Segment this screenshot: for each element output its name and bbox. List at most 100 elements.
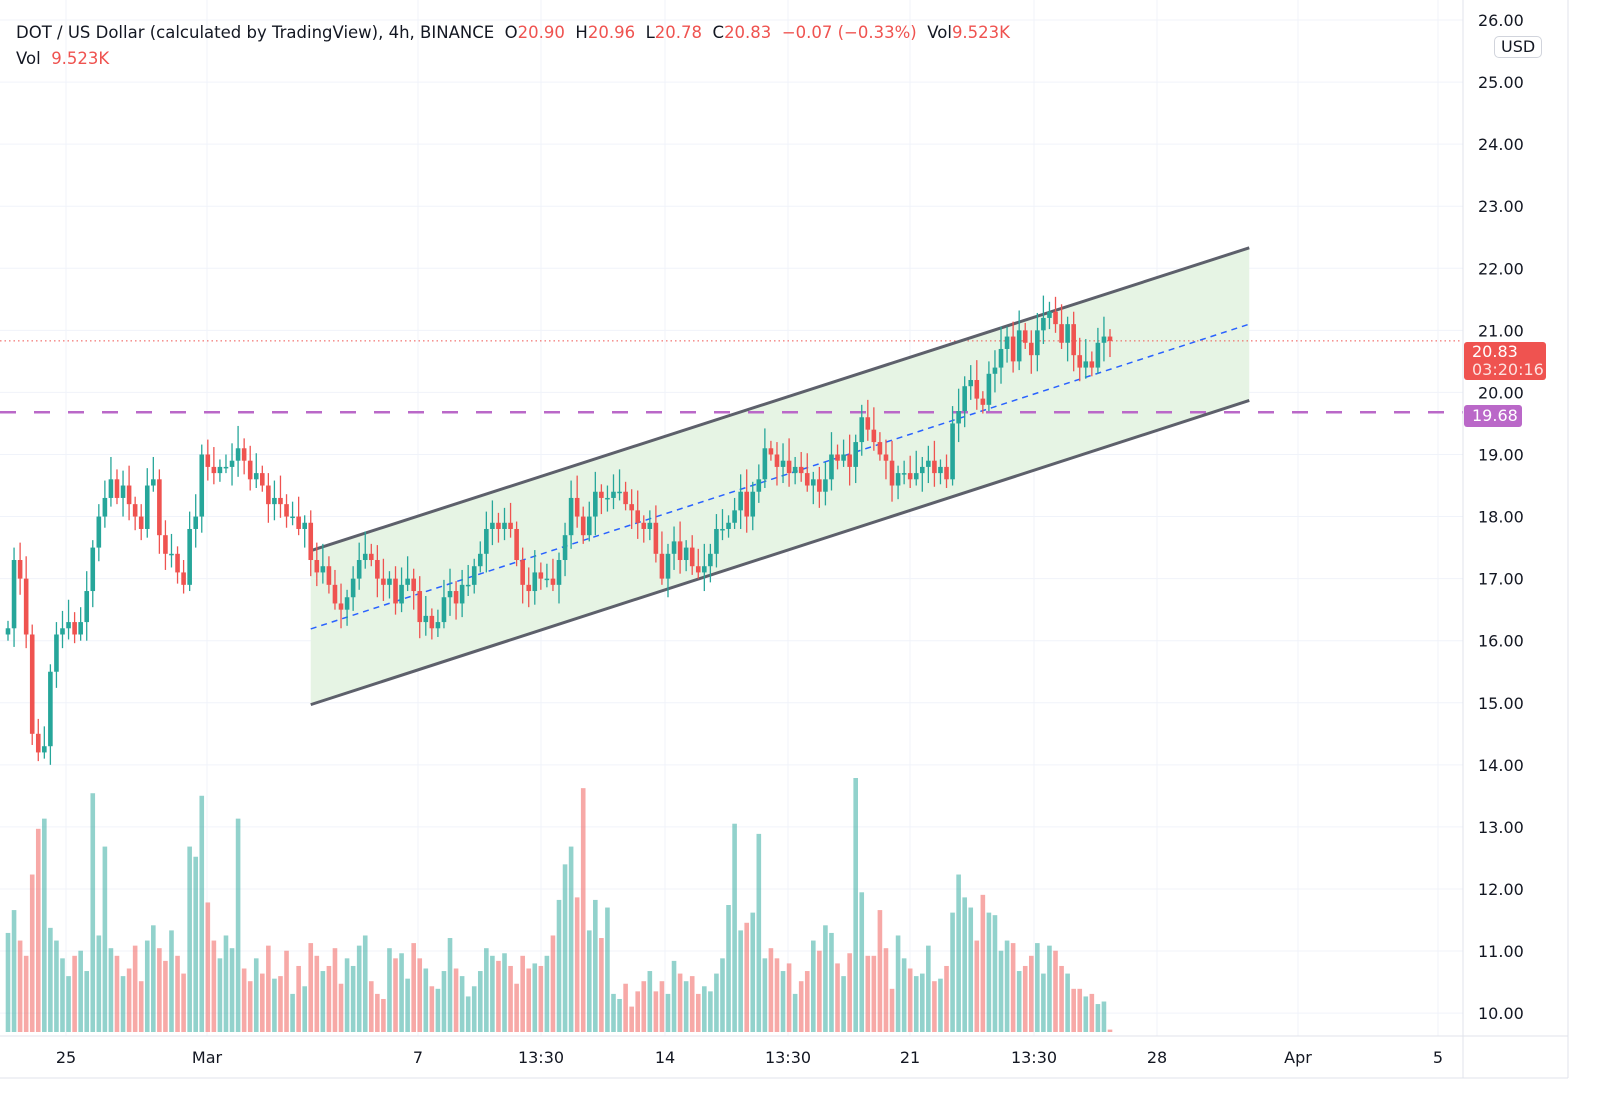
volume-bar	[1041, 973, 1046, 1032]
volume-bar	[629, 1006, 634, 1032]
volume-bar	[956, 874, 961, 1032]
volume-bar	[792, 993, 798, 1032]
candle	[593, 471, 598, 536]
candle-body	[635, 510, 641, 523]
price-tick-label: 20.00	[1478, 383, 1524, 402]
candle-body	[253, 473, 259, 480]
candle-body	[296, 516, 301, 529]
volume-bar	[907, 968, 913, 1032]
volume-bar	[568, 846, 574, 1032]
candle-body	[193, 516, 199, 529]
candle	[956, 388, 961, 443]
volume-bar	[895, 935, 901, 1032]
candle-body	[895, 473, 901, 486]
candle-body	[278, 497, 283, 505]
volume-bar	[1028, 955, 1034, 1032]
close-label: C	[712, 23, 725, 42]
volume-bar	[23, 955, 29, 1032]
candle	[284, 494, 289, 528]
candle	[241, 438, 247, 475]
volume-bar	[986, 912, 992, 1032]
volume-bar	[508, 965, 513, 1032]
candle-body	[508, 522, 513, 529]
candle-body	[744, 491, 750, 517]
candle	[157, 469, 162, 554]
candle	[798, 452, 804, 482]
legend-row-volume[interactable]: Vol 9.523K	[16, 46, 1010, 72]
candle	[659, 531, 665, 585]
volume-bar	[338, 983, 344, 1032]
symbol-title[interactable]: DOT / US Dollar (calculated by TradingVi…	[16, 23, 495, 42]
candle	[726, 515, 731, 538]
candle	[375, 545, 380, 598]
volume-bar	[714, 973, 719, 1032]
candle-body	[847, 454, 852, 467]
candle-body	[702, 566, 707, 573]
time-tick-label: 25	[56, 1048, 76, 1067]
candle-body	[11, 560, 17, 629]
volume-bar	[1065, 973, 1070, 1032]
candle	[405, 556, 410, 592]
volume-bar	[314, 955, 320, 1032]
candle-body	[326, 566, 332, 585]
candle	[738, 474, 743, 529]
low-label: L	[645, 23, 655, 42]
candle-body	[120, 485, 126, 498]
volume-bar	[708, 991, 713, 1032]
candle	[877, 432, 883, 461]
volume-bar	[786, 963, 792, 1032]
time-tick-label: 5	[1433, 1048, 1443, 1067]
candle	[865, 399, 871, 441]
volume-bar	[144, 940, 150, 1032]
volume-bar	[926, 945, 931, 1032]
candle-body	[181, 572, 186, 585]
candle	[302, 515, 307, 548]
candle	[774, 442, 780, 486]
currency-badge[interactable]: USD	[1494, 36, 1543, 58]
candle	[1016, 310, 1022, 371]
candle	[901, 460, 907, 485]
volume-bar	[459, 976, 465, 1032]
candle-body	[284, 504, 289, 517]
volume-bar	[350, 965, 356, 1032]
candle	[780, 443, 786, 484]
candle-body	[138, 516, 144, 529]
candle	[732, 497, 737, 529]
candle-body	[144, 485, 150, 529]
candle-body	[774, 454, 780, 467]
volume-bar	[193, 856, 199, 1032]
candle	[520, 547, 525, 604]
candle-body	[593, 491, 598, 517]
volume-bar	[1101, 1001, 1107, 1032]
channel-fill	[310, 247, 1250, 705]
candle	[1041, 295, 1046, 345]
candle	[992, 350, 998, 393]
volume-bar	[205, 902, 211, 1032]
volume-bar	[126, 968, 132, 1032]
candle-body	[1035, 330, 1040, 356]
volume-bar	[538, 965, 544, 1032]
candle-body	[1101, 336, 1107, 343]
candle	[362, 531, 368, 569]
volume-bar	[1010, 943, 1016, 1032]
volume-bar	[399, 953, 404, 1032]
candle	[465, 564, 471, 597]
candle	[580, 506, 586, 544]
candle-body	[659, 553, 665, 579]
candle	[913, 450, 919, 486]
candle	[859, 404, 865, 456]
candle	[96, 504, 102, 562]
candle-body	[1022, 330, 1028, 343]
candle	[84, 571, 90, 641]
candle-body	[520, 560, 525, 585]
candle-body	[350, 578, 356, 598]
channel-upper-line	[310, 246, 1250, 553]
candle	[998, 326, 1004, 384]
volume-bar	[1089, 993, 1095, 1032]
candle	[1107, 329, 1113, 358]
candle	[708, 543, 713, 583]
candle	[120, 470, 126, 517]
candle-body	[435, 622, 441, 629]
